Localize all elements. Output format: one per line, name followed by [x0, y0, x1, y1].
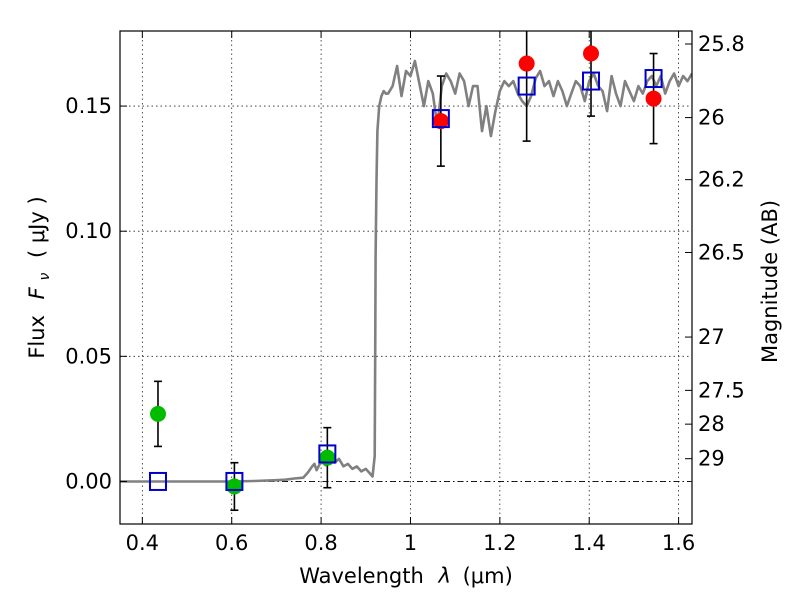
spectrum-line [120, 59, 692, 483]
model-point [431, 109, 450, 129]
observed-point [149, 405, 166, 422]
y-tick-label: 0.05 [65, 344, 112, 368]
y2-tick-label: 29 [698, 447, 725, 471]
x-tick-label: 0.8 [304, 531, 337, 555]
y2-tick-label: 26.2 [698, 168, 745, 192]
y-axis-label-text: Flux [25, 315, 49, 359]
model-point [225, 471, 244, 491]
x-tick-label: 1.2 [483, 531, 516, 555]
y2-tick-label: 26 [698, 106, 725, 130]
model-point [517, 76, 536, 96]
axis-ticks: 0.4 0.6 0.8 1 1.2 1.4 1.6 0.00 0.05 0.10 0.15 25.8 2… [65, 31, 745, 555]
y-tick-label: 0.00 [65, 469, 112, 493]
observed-point [518, 55, 535, 72]
y2-tick-label: 27.5 [698, 378, 745, 402]
y2-tick-label: 27 [698, 325, 725, 349]
y2-tick-label: 26.5 [698, 240, 745, 264]
x-tick-label: 1 [404, 531, 417, 555]
y2-tick-label: 25.8 [698, 32, 745, 56]
y2-axis-label: Magnitude (AB) [758, 200, 782, 363]
model-point [582, 71, 601, 91]
y-axis-label: Flux F ν ( μJy ) [25, 196, 54, 358]
observed-point [226, 478, 243, 495]
y-axis-label-symbol: F [25, 286, 49, 299]
x-axis-label-text: Wavelength [299, 564, 424, 588]
y-tick-label: 0.15 [65, 94, 112, 118]
model-point [318, 444, 337, 464]
y-axis-label-subscript: ν [37, 273, 53, 281]
x-axis-label-unit: (μm) [463, 564, 513, 588]
x-tick-label: 1.4 [573, 531, 606, 555]
y-tick-label: 0.10 [65, 219, 112, 243]
x-tick-label: 0.6 [215, 531, 248, 555]
observed-point [645, 90, 662, 107]
observed-point [583, 45, 600, 62]
x-tick-label: 0.4 [126, 531, 159, 555]
x-axis-label: Wavelength λ (μm) [299, 564, 513, 588]
y-axis-label-unit: ( μJy ) [25, 196, 49, 258]
plot-area [120, 31, 692, 512]
x-axis-label-symbol: λ [437, 564, 450, 588]
x-tick-label: 1.6 [662, 531, 695, 555]
y2-tick-label: 28 [698, 412, 725, 436]
model-point [644, 69, 663, 89]
plot-frame [119, 30, 693, 525]
model-point [148, 471, 167, 491]
